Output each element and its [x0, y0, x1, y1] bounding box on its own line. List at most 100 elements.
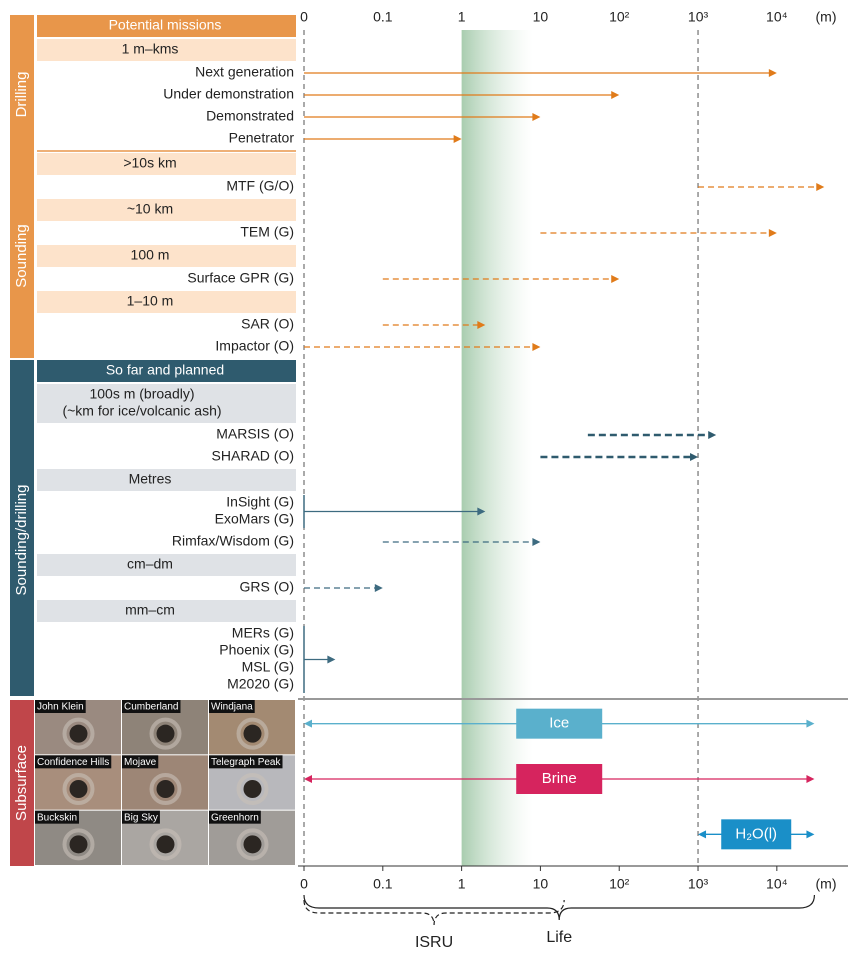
bottom-tick-label: 0 [300, 876, 308, 892]
item-label: M2020 (G) [227, 676, 294, 692]
arrow-head [611, 275, 620, 283]
arrow-head [304, 719, 312, 728]
category-band [37, 554, 296, 576]
sidebar-label: Sounding/drilling [13, 485, 30, 596]
arrow-head [708, 431, 717, 439]
range-box-label: Ice [549, 715, 569, 732]
category-band [37, 245, 296, 267]
photo-label-bg [35, 810, 80, 824]
arrow-head [806, 719, 815, 728]
drill-hole [156, 780, 175, 798]
photo-label-bg [209, 700, 255, 713]
section-sidebar [10, 700, 34, 866]
photo-label: John Klein [37, 702, 84, 713]
drill-hole-rim [62, 773, 95, 805]
drill-hole-rim [236, 828, 269, 861]
arrow-head [477, 321, 486, 329]
arrow-head [304, 775, 312, 783]
photo-label-bg [122, 755, 159, 769]
drill-hole [69, 835, 88, 854]
arrow-head [806, 830, 815, 839]
photo-label-bg [209, 810, 261, 824]
drill-hole [243, 835, 262, 854]
category-band [37, 291, 296, 313]
item-label: MARSIS (O) [216, 426, 294, 442]
range-box [721, 819, 792, 850]
bottom-tick-label: 0.1 [373, 876, 393, 892]
arrow-head [690, 453, 699, 461]
top-tick-label: 10³ [688, 9, 709, 25]
drill-hole-rim [62, 828, 95, 861]
top-tick-label: 0 [300, 9, 308, 25]
item-label: Impactor (O) [215, 338, 294, 354]
brace [303, 899, 565, 926]
top-tick-label: 1 [458, 9, 466, 25]
item-label: Penetrator [229, 130, 295, 146]
drill-hole-rim [149, 773, 182, 805]
category-band-label: 1–10 m [127, 293, 174, 309]
drill-hole [156, 724, 175, 743]
brace-label: Life [546, 929, 572, 946]
item-label: TEM (G) [240, 224, 294, 240]
photo-label: Buckskin [37, 812, 77, 823]
arrow-head [768, 69, 777, 77]
item-label: Under demonstration [163, 86, 294, 102]
photo-label-bg [209, 755, 283, 769]
arrow-head [768, 229, 777, 237]
bottom-tick-label: 10 [533, 876, 549, 892]
category-band-label: cm–dm [127, 556, 173, 572]
section-sidebar [10, 360, 34, 696]
bottom-tick-label: 10² [609, 876, 630, 892]
bottom-tick-label: 10⁴ [766, 876, 788, 892]
drill-hole [156, 835, 175, 854]
category-band [37, 469, 296, 491]
arrow-head [532, 113, 541, 121]
drill-hole [243, 780, 262, 798]
top-tick-label: 10⁴ [766, 9, 788, 25]
axis-unit: (m) [816, 9, 837, 25]
arrow-head [611, 91, 620, 99]
life-shade [461, 30, 533, 866]
top-tick-label: 0.1 [373, 9, 393, 25]
category-band-label: 1 m–kms [122, 41, 179, 57]
bottom-tick-label: 10³ [688, 876, 709, 892]
drill-hole-rim [62, 717, 95, 750]
item-label: MSL (G) [242, 659, 294, 675]
top-tick-label: 10 [533, 9, 549, 25]
item-label: GRS (O) [240, 579, 294, 595]
category-band [37, 39, 296, 61]
drill-hole-rim [149, 717, 182, 750]
category-band-label: ~10 km [127, 201, 173, 217]
item-label: SHARAD (O) [212, 448, 294, 464]
photo-label: Mojave [124, 757, 157, 768]
range-box [516, 764, 603, 794]
drill-hole-rim [236, 717, 269, 750]
section-header-label: Potential missions [109, 17, 222, 33]
arrow-head [816, 183, 825, 191]
item-label: SAR (O) [241, 316, 294, 332]
category-band [37, 600, 296, 622]
photo-label: Big Sky [124, 812, 158, 823]
photo-label-bg [122, 810, 160, 824]
range-box-label: Brine [542, 770, 577, 787]
category-band-label: Metres [129, 471, 172, 487]
photo-label: Greenhorn [211, 812, 259, 823]
photo-label: Telegraph Peak [211, 757, 281, 768]
item-label: Next generation [195, 64, 294, 80]
category-band [37, 199, 296, 221]
section-header [37, 15, 296, 37]
item-label: Rimfax/Wisdom (G) [172, 533, 294, 549]
category-band-label: >10s km [123, 155, 176, 171]
item-label: MTF (G/O) [226, 178, 294, 194]
category-band [37, 153, 296, 175]
drill-hole-rim [236, 773, 269, 805]
sidebar-label: Drilling [13, 72, 30, 118]
category-band-label: (~km for ice/volcanic ash) [62, 403, 221, 419]
drill-hole [243, 724, 262, 743]
item-label: Demonstrated [206, 108, 294, 124]
item-label: MERs (G) [232, 625, 294, 641]
item-label: Surface GPR (G) [187, 270, 294, 286]
photo-label-bg [35, 700, 86, 713]
bottom-tick-label: 1 [458, 876, 466, 892]
arrow-head [698, 830, 707, 839]
